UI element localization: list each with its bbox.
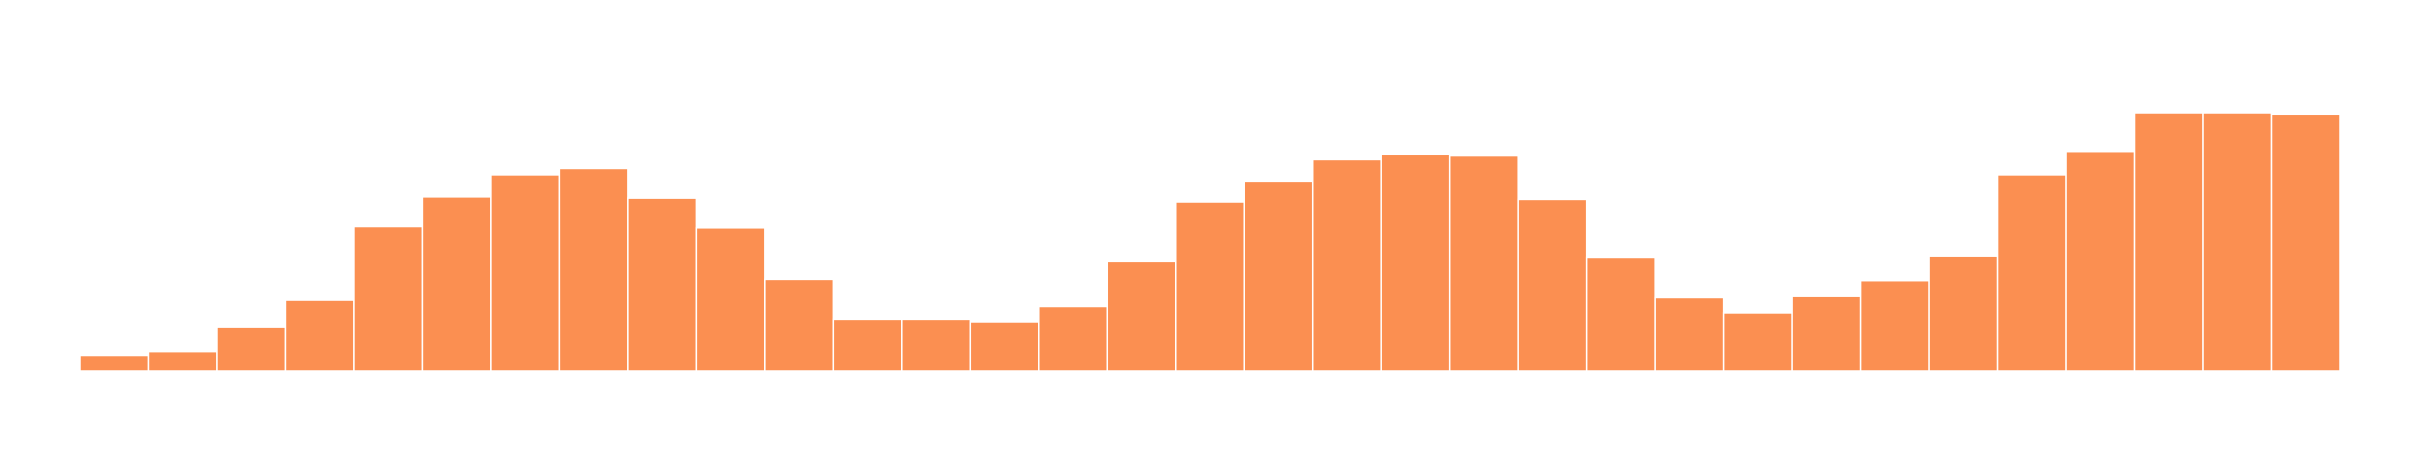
bar-29 xyxy=(1996,174,2067,372)
bar-10 xyxy=(695,227,766,372)
bar-28 xyxy=(1928,255,1999,372)
bar-21 xyxy=(1448,154,1519,372)
bar-18 xyxy=(1243,180,1314,372)
bar-3 xyxy=(216,326,287,372)
bar-9 xyxy=(627,197,698,372)
bar-33 xyxy=(2270,113,2341,372)
bars-group xyxy=(79,112,2341,372)
bar-8 xyxy=(558,167,629,372)
bar-7 xyxy=(490,174,561,372)
bar-26 xyxy=(1791,295,1862,372)
bar-12 xyxy=(832,318,903,372)
bar-30 xyxy=(2065,150,2136,372)
bar-15 xyxy=(1038,305,1109,372)
bar-2 xyxy=(147,350,218,372)
bar-17 xyxy=(1175,201,1245,372)
bar-1 xyxy=(79,354,150,372)
bar-16 xyxy=(1106,260,1177,372)
bar-5 xyxy=(353,225,424,372)
bar-11 xyxy=(764,278,835,372)
bar-4 xyxy=(284,299,355,372)
bar-6 xyxy=(421,196,492,372)
bar-19 xyxy=(1311,158,1382,372)
bar-27 xyxy=(1859,279,1930,372)
bar-25 xyxy=(1722,312,1793,372)
bar-24 xyxy=(1654,296,1725,372)
bar-20 xyxy=(1380,153,1451,372)
bar-14 xyxy=(969,321,1040,372)
bar-31 xyxy=(2133,112,2204,372)
bar-23 xyxy=(1585,256,1656,372)
bar-22 xyxy=(1517,198,1588,372)
bar-32 xyxy=(2202,112,2273,372)
bar-13 xyxy=(901,318,972,372)
